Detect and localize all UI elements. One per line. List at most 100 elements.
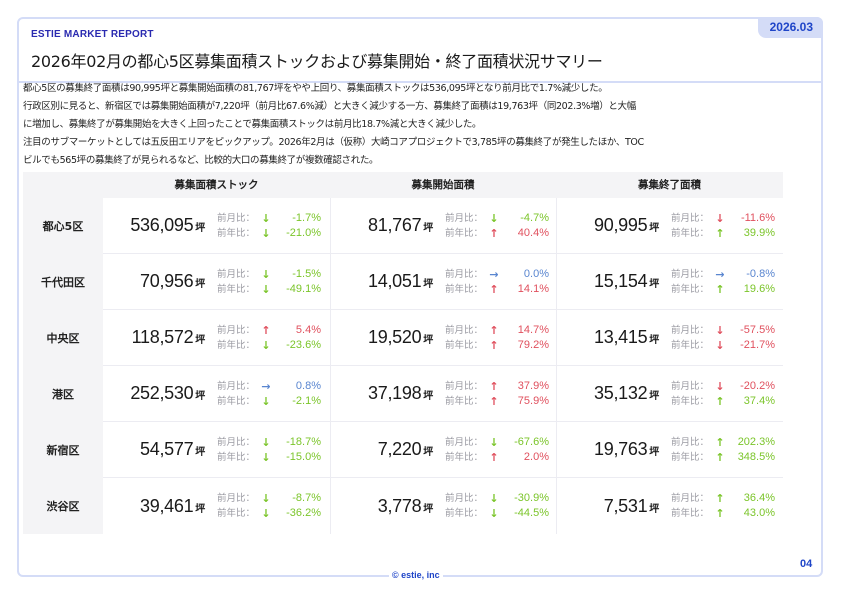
change-block: 前月比： ↓ -67.6% 前年比： ↑ 2.0%: [445, 435, 549, 465]
value-number: 54,577: [140, 439, 194, 459]
mom-label: 前月比：: [445, 212, 484, 224]
unit-label: 坪: [423, 447, 433, 458]
page-number: 04: [800, 558, 813, 570]
change-block: 前月比： ↓ -1.7% 前年比： ↓ -21.0%: [217, 211, 321, 241]
yoy-percent: 14.1%: [517, 282, 549, 295]
yoy-label: 前年比：: [671, 395, 710, 407]
yoy-percent: -44.5%: [514, 507, 549, 519]
yoy-percent: 75.9%: [517, 394, 549, 407]
unit-label: 坪: [423, 279, 433, 290]
mom-change: 前月比： ↑ 37.9%: [445, 379, 549, 394]
mom-change: 前月比： ↓ -11.6%: [671, 211, 775, 226]
value-number: 19,763: [594, 439, 648, 459]
value-number: 13,415: [594, 327, 648, 347]
change-block: 前月比： ↑ 14.7% 前年比： ↑ 79.2%: [445, 323, 549, 353]
mom-label: 前月比：: [217, 324, 256, 336]
table-row: 中央区 118,572 坪前月比： ↑ 5.4% 前年比： ↓ -23.6% 19,520 坪前月…: [23, 310, 783, 366]
yoy-percent: -21.7%: [740, 338, 775, 351]
change-block: 前月比： ↓ -30.9% 前年比： ↓ -44.5%: [445, 491, 549, 521]
arrow-up-icon: ↑: [715, 394, 725, 408]
mom-change: 前月比： ↓ -18.7%: [217, 435, 321, 450]
area-value: 81,767 坪: [331, 215, 433, 236]
yoy-label: 前年比：: [217, 227, 256, 239]
summary-text: 都心5区の募集終了面積は90,995坪と募集開始面積の81,767坪をやや上回り…: [23, 80, 793, 170]
yoy-percent: 2.0%: [523, 450, 549, 463]
unit-label: 坪: [195, 223, 205, 234]
change-block: 前月比： ↑ 36.4% 前年比： ↑ 43.0%: [671, 491, 775, 521]
area-value: 3,778 坪: [331, 496, 434, 517]
mom-change: 前月比： ↑ 14.7%: [445, 323, 549, 338]
yoy-percent: 43.0%: [743, 507, 775, 519]
cell-start: 37,198 坪前月比： ↑ 37.9% 前年比： ↑ 75.9%: [330, 366, 556, 422]
arrow-up-icon: ↑: [715, 435, 725, 449]
mom-percent: -57.5%: [740, 323, 775, 336]
unit-label: 坪: [195, 335, 205, 346]
yoy-change: 前年比： ↑ 39.9%: [671, 226, 775, 241]
arrow-down-icon: ↓: [715, 323, 725, 337]
arrow-down-icon: ↓: [715, 338, 725, 352]
mom-label: 前月比：: [217, 493, 256, 504]
table-header: 募集面積ストック 募集開始面積 募集終了面積: [103, 172, 783, 198]
cell-stock: 118,572 坪前月比： ↑ 5.4% 前年比： ↓ -23.6%: [103, 310, 330, 366]
summary-line: に増加し、募集終了が募集開始を大きく上回ったことで募集面積ストックは前月比18.…: [23, 119, 482, 130]
unit-label: 坪: [195, 391, 205, 402]
mom-percent: 5.4%: [295, 323, 321, 336]
row-label: 都心5区: [42, 220, 84, 233]
area-value: 39,461 坪: [103, 496, 205, 517]
mom-label: 前月比：: [217, 212, 256, 224]
arrow-up-icon: ↑: [715, 492, 725, 505]
unit-label: 坪: [423, 503, 433, 515]
mom-change: 前月比： ↑ 36.4%: [671, 491, 775, 506]
mom-percent: 36.4%: [743, 492, 775, 504]
arrow-up-icon: ↑: [261, 323, 271, 337]
change-block: 前月比： ↓ -8.7% 前年比： ↓ -36.2%: [217, 491, 321, 521]
area-value: 7,220 坪: [331, 439, 434, 460]
mom-change: 前月比： ↑ 202.3%: [671, 435, 775, 450]
yoy-label: 前年比：: [671, 451, 710, 463]
value-number: 536,095: [130, 215, 194, 235]
arrow-up-icon: ↑: [715, 282, 725, 296]
report-header: ESTIE MARKET REPORT 2026年02月の都心5区募集面積ストッ…: [19, 17, 823, 83]
mom-change: 前月比： ↓ -1.7%: [217, 211, 321, 226]
mom-percent: -18.7%: [286, 435, 321, 448]
brand-label: ESTIE MARKET REPORT: [31, 29, 154, 40]
mom-label: 前月比：: [445, 380, 484, 392]
area-value: 70,956 坪: [103, 271, 205, 292]
yoy-change: 前年比： ↑ 40.4%: [445, 226, 549, 241]
unit-label: 坪: [423, 335, 433, 346]
mom-change: 前月比： ↓ -57.5%: [671, 323, 775, 338]
change-block: 前月比： ↑ 5.4% 前年比： ↓ -23.6%: [217, 323, 321, 353]
area-value: 37,198 坪: [331, 383, 433, 404]
value-number: 14,051: [368, 271, 422, 291]
mom-percent: -0.8%: [746, 267, 775, 280]
change-block: 前月比： ↑ 37.9% 前年比： ↑ 75.9%: [445, 379, 549, 409]
yoy-percent: -2.1%: [292, 394, 321, 407]
area-value: 15,154 坪: [557, 271, 659, 292]
summary-line: 都心5区の募集終了面積は90,995坪と募集開始面積の81,767坪をやや上回り…: [23, 83, 608, 94]
yoy-change: 前年比： ↓ -2.1%: [217, 394, 321, 409]
unit-label: 坪: [649, 503, 659, 515]
arrow-down-icon: ↓: [489, 492, 499, 505]
yoy-label: 前年比：: [217, 451, 256, 463]
cell-end: 13,415 坪前月比： ↓ -57.5% 前年比： ↓ -21.7%: [556, 310, 783, 366]
cell-end: 90,995 坪前月比： ↓ -11.6% 前年比： ↑ 39.9%: [556, 198, 783, 254]
area-value: 13,415 坪: [557, 327, 659, 348]
unit-label: 坪: [649, 223, 659, 234]
cell-start: 7,220 坪前月比： ↓ -67.6% 前年比： ↑ 2.0%: [330, 422, 556, 478]
yoy-change: 前年比： ↑ 348.5%: [671, 450, 775, 465]
mom-label: 前月比：: [217, 380, 256, 392]
arrow-down-icon: ↓: [261, 282, 271, 296]
change-block: 前月比： ↓ -18.7% 前年比： ↓ -15.0%: [217, 435, 321, 465]
cell-stock: 536,095 坪前月比： ↓ -1.7% 前年比： ↓ -21.0%: [103, 198, 330, 254]
yoy-label: 前年比：: [217, 508, 256, 519]
area-value: 536,095 坪: [103, 215, 205, 236]
value-number: 19,520: [368, 327, 422, 347]
mom-label: 前月比：: [217, 436, 256, 448]
change-block: 前月比： → 0.0% 前年比： ↑ 14.1%: [445, 267, 549, 297]
mom-label: 前月比：: [671, 380, 710, 392]
page-title: 2026年02月の都心5区募集面積ストックおよび募集開始・終了面積状況サマリー: [31, 52, 603, 71]
mom-label: 前月比：: [671, 436, 710, 448]
area-value: 118,572 坪: [103, 327, 206, 348]
arrow-right-icon: →: [261, 379, 271, 393]
unit-label: 坪: [649, 335, 659, 346]
